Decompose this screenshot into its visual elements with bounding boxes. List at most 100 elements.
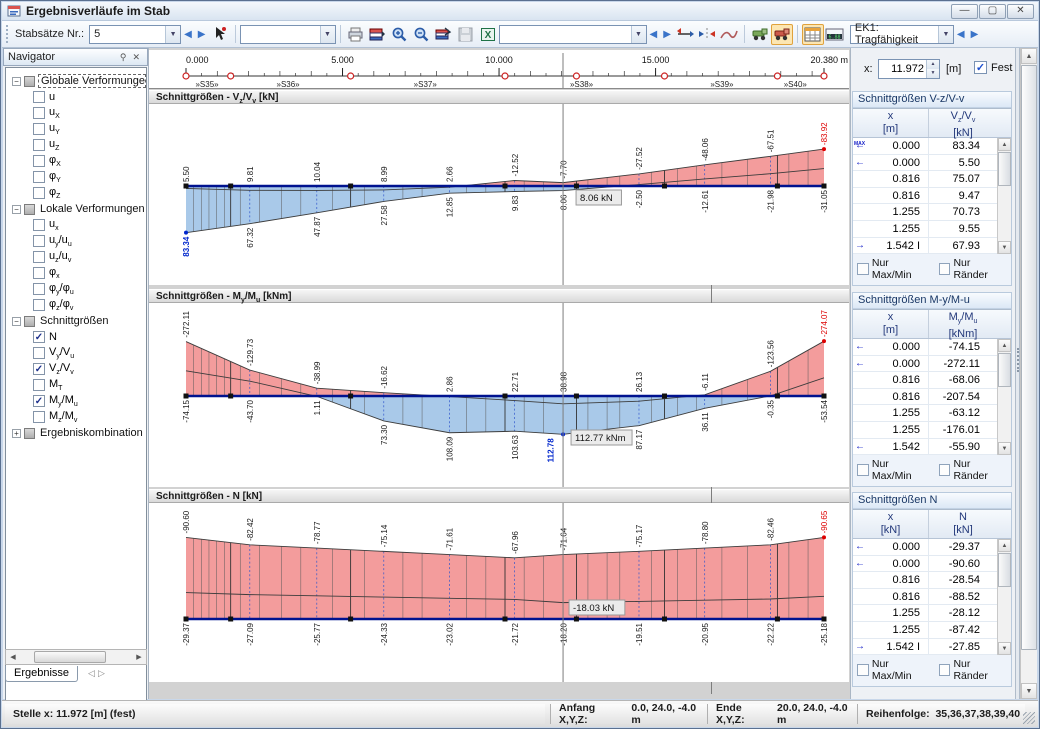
table-row[interactable]: 0.816 -207.54 [853,388,1011,406]
item-checkbox[interactable] [33,107,45,119]
maximize-button[interactable]: ▢ [979,4,1006,19]
minimize-button[interactable]: — [951,4,978,19]
tree-item[interactable]: φx [6,265,146,281]
navigator-header[interactable]: Navigator ⚲ ✕ [3,48,148,66]
scroll-up-icon[interactable]: ▲ [998,539,1011,552]
tree-item[interactable]: ✓ My/Mu [33,393,78,409]
table-row[interactable]: 1.255 -87.42 [853,621,1011,639]
toolbar-grip[interactable] [6,25,11,43]
table-scrollbar[interactable]: ▲ ▼ [997,339,1011,456]
x-position-input[interactable] [879,60,926,78]
nur-maxmin-checkbox[interactable]: Nur Max/Min [857,458,931,482]
scroll-right-icon[interactable]: ▶ [136,654,142,661]
tree-item[interactable]: ux [6,217,146,233]
scroll-up-icon[interactable]: ▲ [1021,48,1037,64]
prev-view-button[interactable]: ◀ [649,28,658,40]
n-diagram[interactable]: -90.60 -29.37 -82.42 -27.09 -78.77 -25.77 -75.… [149,503,849,682]
close-button[interactable]: ✕ [1007,4,1034,19]
ek-combobox[interactable]: EK1: Tragfähigkeit ▼ [849,22,954,46]
nur-maxmin-checkbox[interactable]: Nur Max/Min [857,257,931,281]
member-ruler[interactable]: 0.000 5.000 10.000 15.000 20.380 m »S35» »S36»… [149,50,849,89]
scroll-thumb[interactable] [998,353,1011,387]
collapse-icon[interactable]: − [12,204,21,214]
tree-item[interactable]: uX [6,105,146,121]
collapse-icon[interactable]: − [12,76,21,86]
table-row[interactable]: 1.255 -63.12 [853,405,1011,422]
nur-maxmin-checkbox[interactable]: Nur Max/Min [857,658,931,682]
x-spinner[interactable]: ▲ ▼ [926,60,939,78]
pin-icon[interactable]: ⚲ [119,51,127,62]
collapse-icon[interactable]: − [12,316,21,326]
table-scrollbar[interactable]: ▲ ▼ [997,539,1011,656]
item-checkbox[interactable] [33,91,45,103]
zoom-out-icon[interactable] [411,24,433,45]
item-checkbox[interactable] [33,219,45,231]
tree-item[interactable]: φy/φu [6,281,146,297]
chevron-down-icon[interactable]: ▼ [937,25,953,43]
chevron-down-icon[interactable]: ▼ [165,25,181,43]
panel-splitter[interactable] [1015,48,1020,699]
scroll-left-icon[interactable]: ◀ [10,654,16,661]
close-icon[interactable]: ✕ [132,51,140,62]
item-checkbox[interactable] [33,171,45,183]
tree-item[interactable]: u [6,89,146,105]
show-result-tables-icon[interactable] [801,23,824,45]
secondary-combobox[interactable]: ▼ [239,24,336,44]
tree-group-2[interactable]: − Schnittgrößen [6,313,146,329]
table-row[interactable]: → 1.542 I -27.85 [853,638,1011,656]
tree-item[interactable]: uZ [6,137,146,153]
tab-ergebnisse[interactable]: Ergebnisse [5,666,79,682]
table-row[interactable]: ← 0.000 -272.11 [853,355,1011,373]
fest-checkbox[interactable]: ✓ [974,61,987,74]
tree-item[interactable]: φZ [6,185,146,201]
item-checkbox[interactable] [33,379,45,391]
navigator-hscrollbar[interactable]: ◀ ▶ [5,649,147,665]
item-checkbox[interactable] [33,155,45,167]
print-icon[interactable] [345,24,367,45]
table-row[interactable]: ← 0.000 5.50 [853,154,1011,172]
table-row[interactable]: 1.255 -28.12 [853,605,1011,622]
scroll-down-icon[interactable]: ▼ [998,241,1011,255]
table-row[interactable]: MAX ← 0.000 83.34 [853,138,1011,155]
tab-next-icon[interactable]: ▷ [97,668,105,678]
table-row[interactable]: 0.816 75.07 [853,171,1011,188]
next-ek-button[interactable]: ▶ [970,28,979,40]
scroll-thumb[interactable] [34,651,106,663]
tree-item[interactable]: Vy/Vu [6,345,146,361]
chevron-down-icon[interactable]: ▼ [319,25,335,43]
show-min-results-icon[interactable] [749,24,771,45]
table-row[interactable]: 1.255 -176.01 [853,421,1011,439]
tree-item[interactable]: ✓ N [33,331,57,343]
table-row[interactable]: ← 1.542 -55.90 [853,438,1011,456]
resize-grip[interactable] [1023,712,1035,724]
tab-prev-icon[interactable]: ◁ [88,668,95,678]
excel-export-icon[interactable]: X [477,24,499,45]
tree-item[interactable]: Mz/Mv [6,409,146,425]
scroll-thumb[interactable] [998,152,1011,186]
zoom-in-icon[interactable] [389,24,411,45]
item-checkbox[interactable] [33,251,45,263]
table-row[interactable]: ← 0.000 -74.15 [853,339,1011,356]
table-row[interactable]: ← 0.000 -90.60 [853,555,1011,573]
table-row[interactable]: 0.816 -68.06 [853,372,1011,389]
cursor-line[interactable] [711,682,712,694]
window-combobox[interactable]: ▼ [498,24,647,44]
item-checkbox[interactable]: ✓ [33,395,45,407]
table-scrollbar[interactable]: ▲ ▼ [997,138,1011,255]
expand-icon[interactable]: + [12,428,21,438]
tree-group-0[interactable]: − Globale Verformungen [6,73,146,89]
next-view-button[interactable]: ▶ [663,28,671,40]
item-checkbox[interactable] [33,235,45,247]
chevron-down-icon[interactable]: ▼ [630,25,646,43]
nur-raender-checkbox[interactable]: Nur Ränder [938,658,1007,682]
tree-item[interactable]: φX [6,153,146,169]
tree-group-3[interactable]: + Ergebniskombination [6,425,146,441]
item-checkbox[interactable] [33,347,45,359]
item-checkbox[interactable] [33,139,45,151]
tree-group-1[interactable]: − Lokale Verformungen [6,201,146,217]
prev-ek-button[interactable]: ◀ [956,28,965,40]
item-checkbox[interactable]: ✓ [33,363,45,375]
table-row[interactable]: 0.816 9.47 [853,187,1011,205]
scroll-down-icon[interactable]: ▼ [998,442,1011,456]
table-row[interactable]: → 1.542 I 67.93 [853,237,1011,255]
